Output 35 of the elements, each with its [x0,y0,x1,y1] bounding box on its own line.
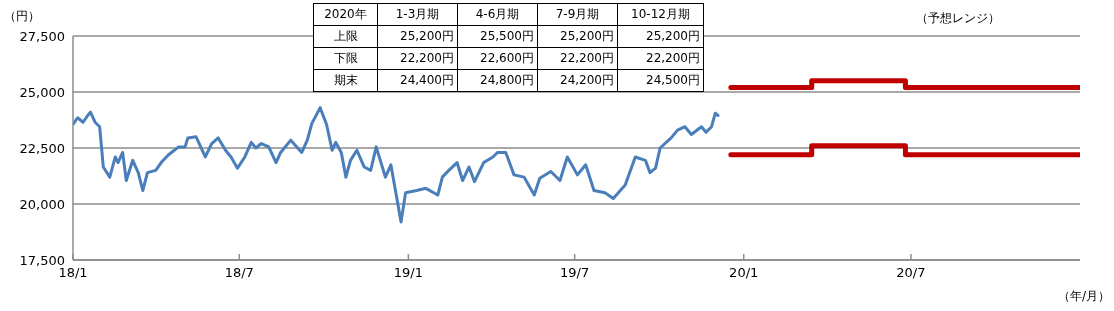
annotation: 24,400円 [377,69,458,92]
x-tick-label: 19/7 [560,265,590,281]
y-tick-label: 20,000 [19,196,65,212]
y-tick-label: 17,500 [19,252,65,268]
annotation: 22,200円 [377,47,458,70]
x-tick-label: 19/1 [393,265,423,281]
text: （予想レンジ） [916,10,1000,27]
annotation: 24,200円 [537,69,618,92]
annotation: 22,200円 [617,47,704,70]
annotation: 上限 [313,25,378,48]
annotation: 25,500円 [457,25,538,48]
annotation: 24,500円 [617,69,704,92]
annotation: 期末 [313,69,378,92]
y-tick-label: 22,500 [19,140,65,156]
annotation: 25,200円 [377,25,458,48]
text: 1-3月期 [377,3,458,26]
x-tick-label: 18/7 [224,265,254,281]
y-axis-title: （円） [4,8,40,25]
x-tick-label: 18/1 [58,265,88,281]
text: 10-12月期 [617,3,704,26]
text: 7-9月期 [537,3,618,26]
annotation: 22,200円 [537,47,618,70]
line-series [73,106,720,224]
annotation: 24,800円 [457,69,538,92]
x-axis-title: （年/月） [1057,288,1110,305]
text: 4-6月期 [457,3,538,26]
text: 2020年 [313,3,378,26]
x-tick-label: 20/1 [729,265,759,281]
y-tick-label: 25,000 [19,84,65,100]
annotation: 25,200円 [617,25,704,48]
annotation: 下限 [313,47,378,70]
annotation: 22,600円 [457,47,538,70]
x-tick-label: 20/7 [896,265,926,281]
y-tick-label: 27,500 [19,28,65,44]
annotation: 25,200円 [537,25,618,48]
